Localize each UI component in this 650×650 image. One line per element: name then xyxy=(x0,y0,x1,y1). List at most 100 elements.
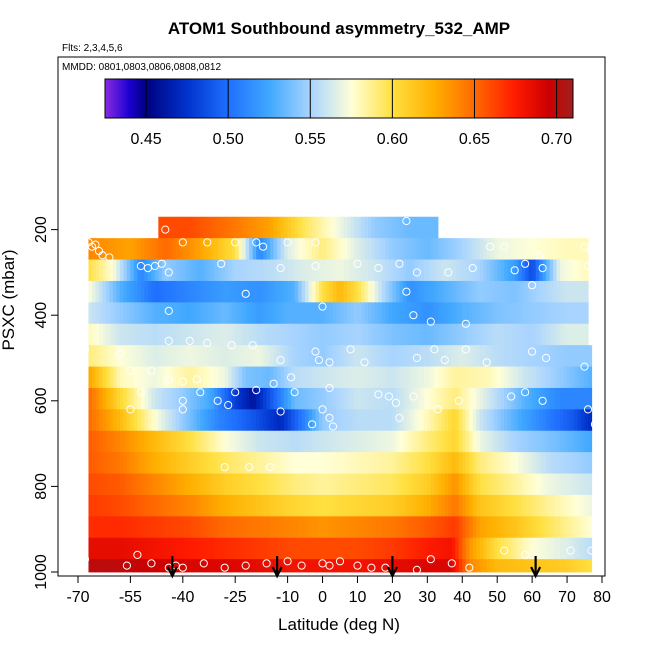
heatmap-cell xyxy=(217,494,222,517)
heatmap-cell xyxy=(186,238,191,260)
heatmap-cell xyxy=(193,238,198,260)
heatmap-cell xyxy=(451,302,456,325)
heatmap-cell xyxy=(130,516,135,539)
heatmap-cell xyxy=(158,280,163,303)
heatmap-cell xyxy=(137,238,142,260)
heatmap-cell xyxy=(88,516,93,539)
heatmap-cell xyxy=(277,452,282,474)
heatmap-cell xyxy=(280,345,285,367)
heatmap-cell xyxy=(535,259,540,282)
heatmap-cell xyxy=(221,216,226,239)
heatmap-cell xyxy=(196,559,201,573)
heatmap-cell xyxy=(333,473,338,496)
heatmap-cell xyxy=(280,537,285,560)
heatmap-cell xyxy=(221,387,226,410)
heatmap-cell xyxy=(388,323,393,346)
heatmap-cell xyxy=(161,280,166,303)
heatmap-cell xyxy=(371,559,376,573)
heatmap-cell xyxy=(577,494,582,517)
heatmap-cell xyxy=(378,387,383,410)
heatmap-cell xyxy=(144,323,149,346)
heatmap-cell xyxy=(507,345,512,367)
heatmap-cell xyxy=(165,323,170,346)
heatmap-cell xyxy=(273,430,278,453)
heatmap-cell xyxy=(409,366,414,389)
heatmap-cell xyxy=(441,559,446,573)
heatmap-cell xyxy=(182,302,187,325)
heatmap-cell xyxy=(483,280,488,303)
heatmap-cell xyxy=(98,323,104,346)
heatmap-cell xyxy=(196,452,201,474)
heatmap-cell xyxy=(151,345,156,367)
heatmap-cell xyxy=(402,366,407,389)
heatmap-cell xyxy=(137,302,142,325)
heatmap-cell xyxy=(427,216,432,239)
sample-point xyxy=(220,563,229,572)
heatmap-cell xyxy=(476,302,481,325)
heatmap-cell xyxy=(175,452,180,474)
heatmap-cell xyxy=(479,387,484,410)
heatmap-cell xyxy=(144,387,149,410)
heatmap-cell xyxy=(392,216,397,239)
heatmap-cell xyxy=(259,430,264,453)
heatmap-cell xyxy=(490,302,495,325)
heatmap-cell xyxy=(336,280,341,303)
heatmap-cell xyxy=(217,238,222,260)
heatmap-cell xyxy=(266,323,271,346)
heatmap-cell xyxy=(172,345,177,367)
heatmap-cell xyxy=(514,366,519,389)
heatmap-cell xyxy=(207,238,212,260)
heatmap-cell xyxy=(367,494,373,517)
heatmap-cell xyxy=(259,345,264,367)
heatmap-cell xyxy=(514,559,519,573)
heatmap-cell xyxy=(305,366,310,389)
heatmap-cell xyxy=(252,216,257,239)
heatmap-cell xyxy=(322,366,327,389)
sample-point xyxy=(461,345,470,354)
heatmap-cell xyxy=(95,259,100,282)
heatmap-cell xyxy=(266,345,271,367)
heatmap-cell xyxy=(196,259,201,282)
heatmap-cell xyxy=(168,494,173,517)
heatmap-cell xyxy=(88,452,93,474)
heatmap-cell xyxy=(546,259,551,282)
heatmap-cell xyxy=(168,387,173,410)
heatmap-cell xyxy=(249,537,254,560)
heatmap-cell xyxy=(556,559,561,573)
heatmap-cell xyxy=(462,323,467,346)
heatmap-cell xyxy=(287,452,292,474)
heatmap-cell xyxy=(521,537,526,560)
colorbar-fill xyxy=(104,78,574,119)
heatmap-cell xyxy=(172,516,177,539)
heatmap-cell xyxy=(270,216,275,239)
heatmap-cell xyxy=(266,537,271,560)
heatmap-cell xyxy=(217,280,222,303)
heatmap-cell xyxy=(427,409,432,432)
heatmap-cell xyxy=(462,238,467,260)
heatmap-cell xyxy=(249,238,254,260)
heatmap-cell xyxy=(381,537,387,560)
heatmap-cell xyxy=(556,280,561,303)
heatmap-cell xyxy=(413,473,418,496)
heatmap-cell xyxy=(91,516,97,539)
heatmap-cell xyxy=(98,387,104,410)
heatmap-cell xyxy=(165,494,170,517)
heatmap-cell xyxy=(577,366,582,389)
heatmap-cell xyxy=(458,473,463,496)
heatmap-cell xyxy=(437,537,442,560)
heatmap-cell xyxy=(284,537,289,560)
heatmap-cell xyxy=(374,430,380,453)
heatmap-cell xyxy=(291,259,296,282)
heatmap-cell xyxy=(315,323,320,346)
heatmap-cell xyxy=(140,537,145,560)
heatmap-cell xyxy=(528,387,533,410)
heatmap-cell xyxy=(556,345,561,367)
heatmap-cell xyxy=(584,323,589,346)
heatmap-cell xyxy=(378,323,383,346)
heatmap-cell xyxy=(343,473,348,496)
heatmap-cell xyxy=(504,430,509,453)
heatmap-cell xyxy=(532,302,537,325)
heatmap-cell xyxy=(525,345,530,367)
heatmap-cell xyxy=(343,387,348,410)
